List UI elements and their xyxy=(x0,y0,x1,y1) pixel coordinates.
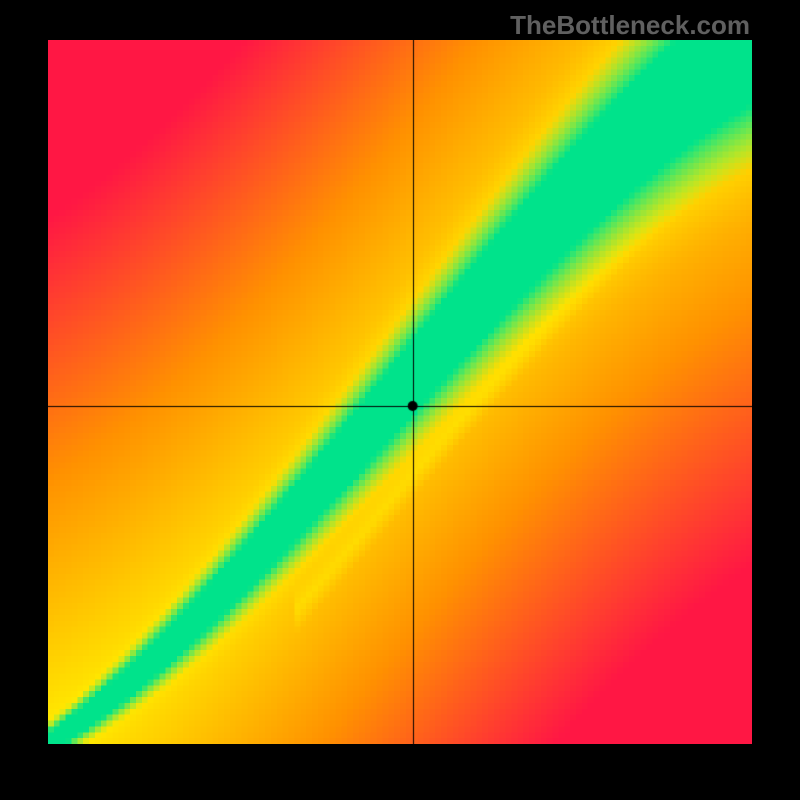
chart-stage: TheBottleneck.com xyxy=(0,0,800,800)
bottleneck-heatmap xyxy=(48,40,752,744)
watermark-text: TheBottleneck.com xyxy=(510,10,750,41)
